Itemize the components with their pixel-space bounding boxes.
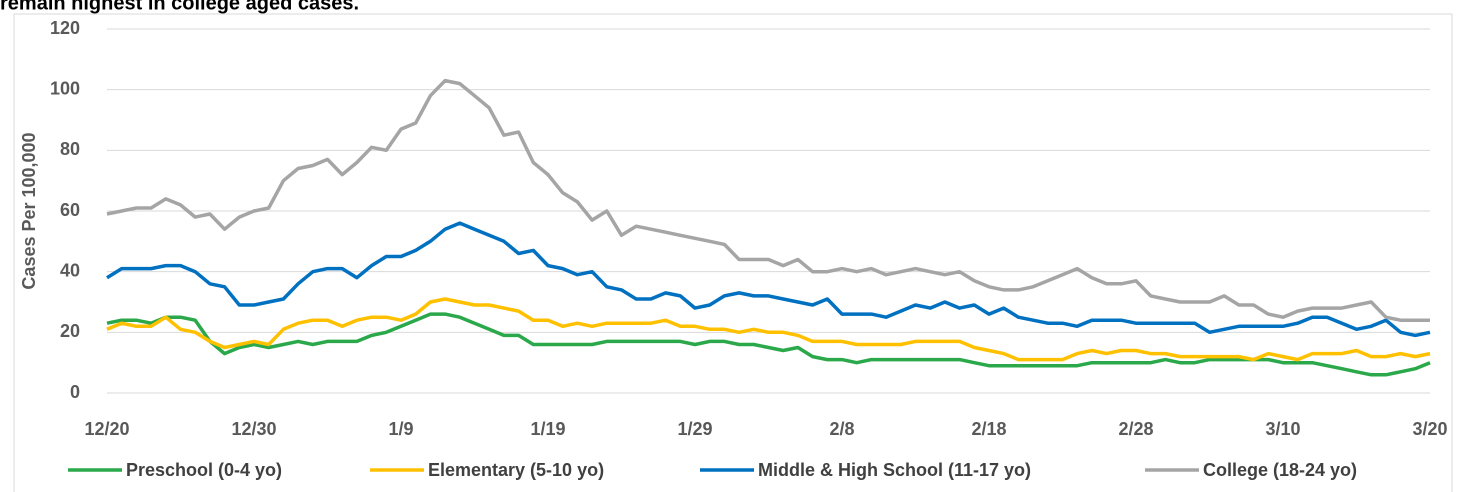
y-tick-label: 100 bbox=[50, 78, 80, 98]
legend-label: Preschool (0-4 yo) bbox=[126, 460, 282, 480]
y-tick-label: 60 bbox=[60, 200, 80, 220]
x-tick-label: 1/29 bbox=[677, 419, 712, 439]
x-tick-label: 1/19 bbox=[530, 419, 565, 439]
legend-label: Elementary (5-10 yo) bbox=[428, 460, 604, 480]
series-line bbox=[106, 312, 1431, 377]
x-tick-label: 2/18 bbox=[971, 419, 1006, 439]
x-tick-label: 3/20 bbox=[1412, 419, 1447, 439]
chart-frame bbox=[13, 13, 1453, 492]
legend-label: Middle & High School (11-17 yo) bbox=[758, 460, 1031, 480]
series-line bbox=[106, 297, 1431, 362]
series-line bbox=[106, 78, 1430, 322]
y-tick-label: 20 bbox=[60, 321, 80, 341]
legend-label: College (18-24 yo) bbox=[1203, 460, 1357, 480]
x-tick-label: 3/10 bbox=[1265, 419, 1300, 439]
y-tick-label: 0 bbox=[70, 382, 80, 402]
y-tick-label: 40 bbox=[60, 260, 80, 280]
y-axis-label: Cases Per 100,000 bbox=[19, 132, 39, 289]
series-line bbox=[106, 221, 1431, 338]
chart-title: remain highest in college aged cases. bbox=[0, 0, 359, 14]
x-tick-label: 12/20 bbox=[84, 419, 129, 439]
x-tick-label: 2/28 bbox=[1118, 419, 1153, 439]
y-tick-label: 120 bbox=[50, 18, 80, 38]
x-tick-label: 12/30 bbox=[231, 419, 276, 439]
x-tick-label: 1/9 bbox=[388, 419, 413, 439]
x-tick-label: 2/8 bbox=[829, 419, 854, 439]
y-tick-label: 80 bbox=[60, 139, 80, 159]
